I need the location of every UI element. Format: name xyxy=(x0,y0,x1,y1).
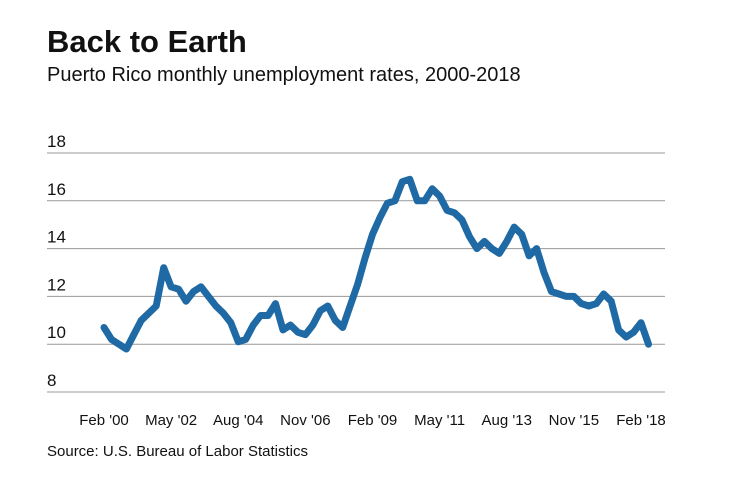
x-tick-label: Feb '09 xyxy=(348,412,398,429)
y-tick-label: 10 xyxy=(47,323,66,342)
y-tick-label: 16 xyxy=(47,180,66,199)
x-tick-label: May '02 xyxy=(145,412,197,429)
y-tick-label: 12 xyxy=(47,275,66,294)
x-tick-label: Nov '15 xyxy=(549,412,599,429)
x-tick-label: Feb '00 xyxy=(79,412,129,429)
x-tick-label: Aug '13 xyxy=(482,412,532,429)
x-tick-label: May '11 xyxy=(414,412,465,429)
source: Source: U.S. Bureau of Labor Statistics xyxy=(47,443,308,460)
x-tick-label: Feb '18 xyxy=(616,412,666,429)
line-series xyxy=(100,175,652,353)
chart-title: Back to Earth xyxy=(47,24,247,59)
y-tick-label: 14 xyxy=(47,228,66,247)
y-tick-label: 18 xyxy=(47,132,66,151)
x-tick-label: Aug '04 xyxy=(213,412,263,429)
y-tick-label: 8 xyxy=(47,371,56,390)
chart-subtitle: Puerto Rico monthly unemployment rates, … xyxy=(47,64,521,86)
x-tick-label: Nov '06 xyxy=(280,412,330,429)
